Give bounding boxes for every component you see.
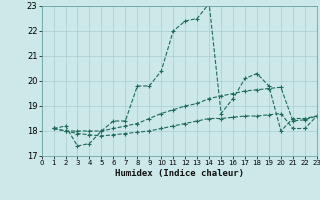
X-axis label: Humidex (Indice chaleur): Humidex (Indice chaleur) (115, 169, 244, 178)
